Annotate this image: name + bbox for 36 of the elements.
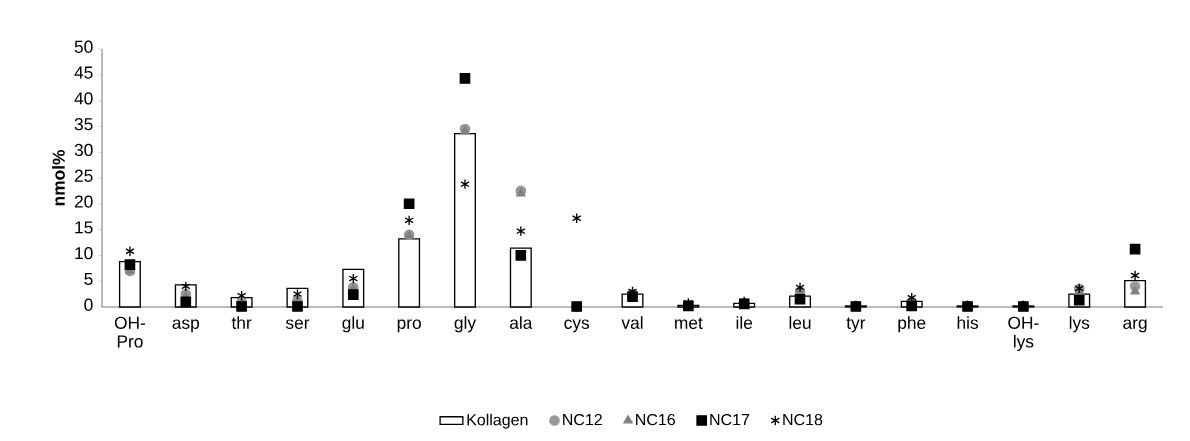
x-tick-label: ala <box>509 316 533 329</box>
x-tick-label: his <box>957 316 979 329</box>
y-tick-label: 30 <box>74 143 93 157</box>
y-tick-label: 5 <box>84 273 93 286</box>
y-tick-label: 50 <box>74 40 93 53</box>
legend-label: NC18 <box>783 413 823 426</box>
x-tick-label: ser <box>285 319 310 329</box>
y-tick-label: 20 <box>74 195 93 208</box>
legend-label: NC17 <box>710 413 750 426</box>
x-tick-label: gly <box>454 316 477 333</box>
x-tick-label: phe <box>898 316 926 333</box>
legend-label: Kollagen <box>467 413 528 429</box>
x-tick-label: asp <box>172 319 200 333</box>
y-tick-label: 45 <box>74 66 93 79</box>
x-tick-label: cys <box>564 319 590 333</box>
y-tick-label: 0 <box>84 298 93 311</box>
y-tick-label: 40 <box>74 92 93 105</box>
y-tick-label: 15 <box>75 221 93 234</box>
x-tick-label: val <box>621 316 643 329</box>
x-tick-label: met <box>675 317 703 329</box>
y-axis-title: nmol% <box>52 150 65 206</box>
x-tick-label: pro <box>397 319 421 333</box>
y-tick-label: 25 <box>74 169 93 182</box>
legend-label: NC16 <box>636 413 675 426</box>
x-tick-label: OH-Pro <box>114 316 146 348</box>
x-tick-label: arg <box>1123 319 1147 333</box>
x-tick-label: tyr <box>846 317 866 333</box>
x-tick-label: glu <box>342 316 364 333</box>
y-tick-label: 35 <box>74 118 93 131</box>
x-tick-label: leu <box>789 316 811 329</box>
x-tick-label: OH-lys <box>1008 316 1039 352</box>
legend-label: NC12 <box>563 413 602 426</box>
y-tick-label: 10 <box>75 247 93 260</box>
x-tick-label: lys <box>1069 316 1090 333</box>
x-tick-label: thr <box>231 316 252 329</box>
x-tick-label: ile <box>736 316 753 329</box>
